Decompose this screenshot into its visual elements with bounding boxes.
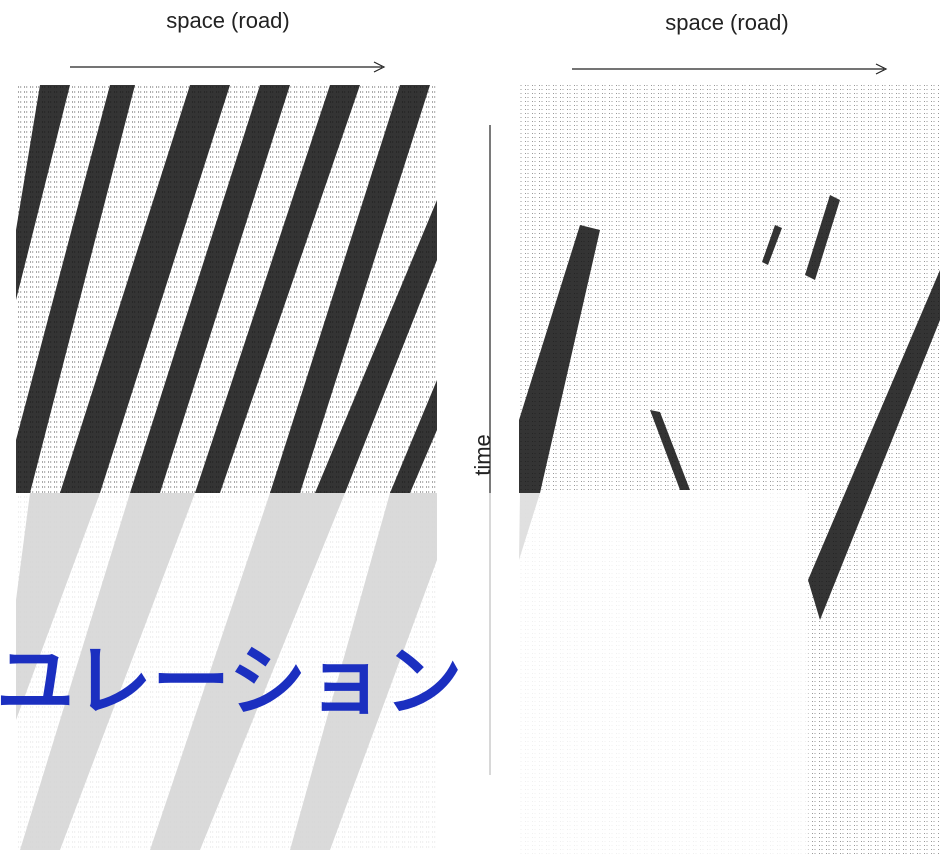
arrow-head <box>373 61 386 73</box>
overlay-caption: ユレーション <box>0 637 462 725</box>
x-axis-label: space (road) <box>166 8 290 33</box>
fade-overlay <box>16 493 437 850</box>
fade-overlay <box>478 493 502 783</box>
fade-overlay <box>519 493 808 857</box>
y-axis-label: time <box>470 434 495 476</box>
arrow-head <box>875 63 888 75</box>
x-axis-label: space (road) <box>665 10 789 35</box>
